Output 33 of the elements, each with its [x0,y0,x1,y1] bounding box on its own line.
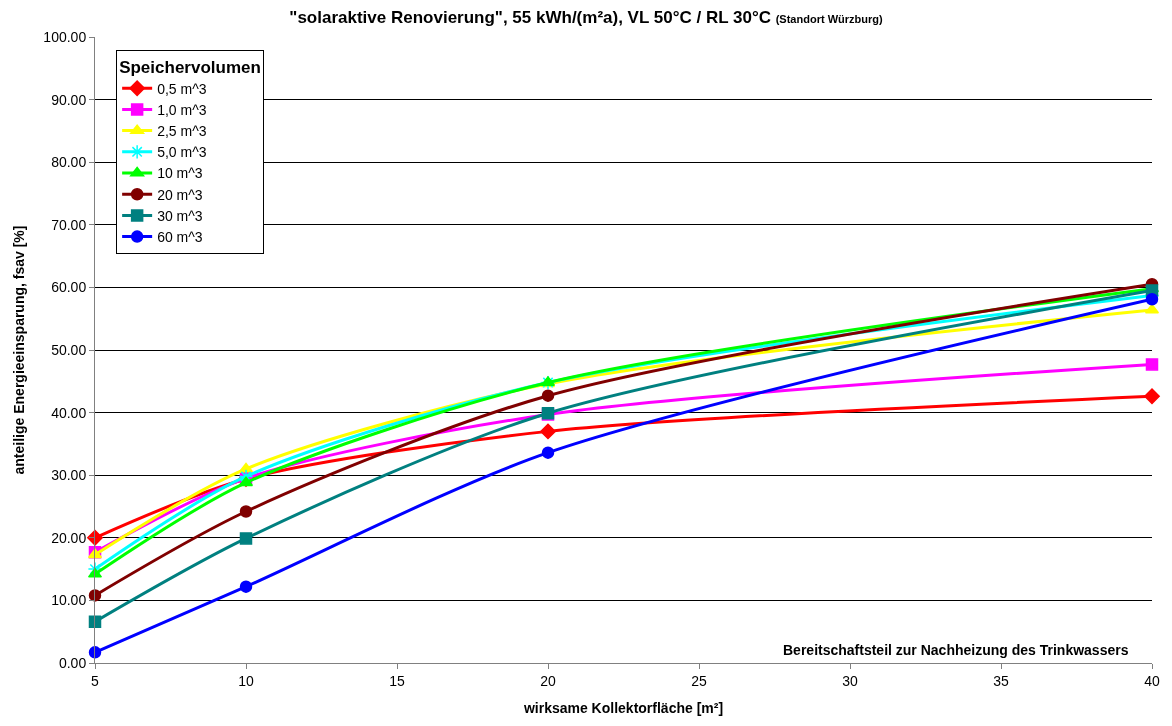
legend-label: 10 m^3 [157,165,203,182]
y-tick-label: 40.00 [51,404,87,421]
legend-label: 60 m^3 [157,229,203,246]
x-tick-label: 40 [1144,672,1160,689]
legend-title: Speichervolumen [119,57,261,77]
x-tick-label: 20 [540,672,556,689]
y-tick-label: 90.00 [51,91,87,108]
y-axis-title: anteilige Energieeinsparung, fsav [%] [10,225,27,475]
y-tick-label: 60.00 [51,279,87,296]
chart-title: "solaraktive Renovierung", 55 kWh/(m²a), VL 50°C / RL 30°C [289,7,771,27]
chart-subtitle: (Standort Würzburg) [775,12,883,25]
legend-label: 5,0 m^3 [157,144,207,161]
x-tick-label: 25 [691,672,707,689]
x-axis-title: wirksame Kollektorfläche [m²] [522,700,724,717]
legend-label: 2,5 m^3 [157,123,207,140]
y-tick-label: 20.00 [51,529,87,546]
legend-label: 1,0 m^3 [157,101,207,118]
x-tick-label: 5 [91,672,100,689]
y-tick-label: 100.00 [43,28,87,45]
y-tick-label: 70.00 [51,216,87,233]
x-tick-label: 10 [238,672,254,689]
legend-label: 20 m^3 [157,186,203,203]
x-tick-label: 30 [842,672,858,689]
y-tick-label: 50.00 [51,341,87,358]
legend-label: 0,5 m^3 [157,80,207,97]
y-tick-label: 10.00 [51,592,87,609]
annotation: Bereitschaftsteil zur Nachheizung des Trinkwassers [783,642,1129,658]
y-tick-label: 0.00 [58,654,87,671]
x-tick-label: 15 [389,672,405,689]
legend-label: 30 m^3 [157,207,203,224]
y-tick-label: 80.00 [51,154,87,171]
y-tick-label: 30.00 [51,467,87,484]
x-tick-label: 35 [993,672,1009,689]
